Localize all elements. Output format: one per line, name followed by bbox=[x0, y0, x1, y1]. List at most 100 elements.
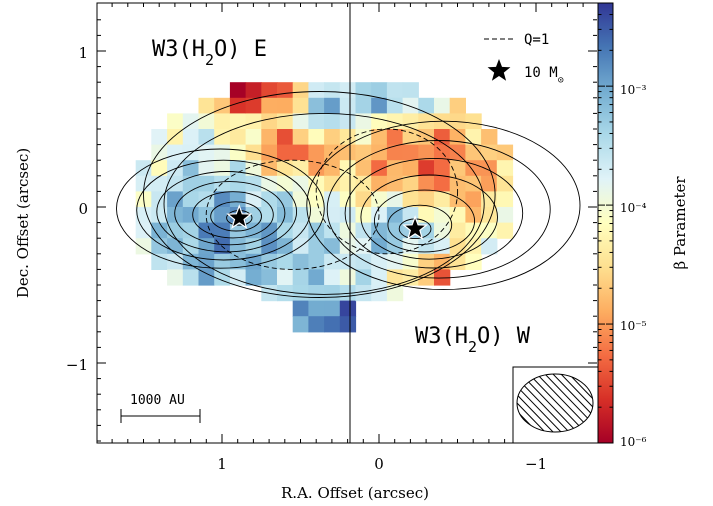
heatmap-cell bbox=[324, 144, 341, 161]
heatmap-cell bbox=[418, 144, 435, 161]
heatmap-cell bbox=[214, 129, 231, 146]
heatmap-cell bbox=[167, 144, 184, 161]
heatmap-cell bbox=[418, 175, 435, 192]
heatmap-cell bbox=[402, 129, 419, 146]
heatmap-cell bbox=[151, 160, 168, 177]
heatmap-cell bbox=[277, 82, 294, 99]
contour-line bbox=[387, 204, 453, 246]
heatmap-cell bbox=[261, 191, 278, 208]
heatmap-cell bbox=[261, 253, 278, 270]
heatmap-cell bbox=[182, 191, 200, 208]
contour-line bbox=[163, 112, 485, 295]
heatmap-cell bbox=[324, 269, 341, 286]
x-tick-label: 1 bbox=[217, 455, 227, 473]
heatmap-cell bbox=[308, 316, 325, 333]
star-marker-east bbox=[226, 204, 253, 229]
heatmap-cell bbox=[308, 160, 325, 177]
heatmap-cell bbox=[167, 113, 184, 130]
heatmap-cell bbox=[496, 160, 514, 177]
heatmap-cell bbox=[386, 82, 404, 99]
heatmap-cell bbox=[434, 175, 451, 192]
contour-line bbox=[360, 174, 498, 260]
heatmap-cell bbox=[465, 253, 482, 270]
heatmap-cell bbox=[324, 97, 341, 114]
heatmap-cell bbox=[355, 269, 372, 286]
heatmap-cell bbox=[355, 191, 372, 208]
heatmap-cell bbox=[324, 160, 341, 177]
heatmap-cell bbox=[182, 129, 200, 146]
heatmap-cell bbox=[198, 238, 215, 255]
heatmap-cell bbox=[277, 222, 294, 239]
heatmap-cell bbox=[277, 160, 294, 177]
heatmap-cell bbox=[371, 97, 388, 114]
heatmap-cell bbox=[418, 97, 435, 114]
heatmap-cell bbox=[135, 175, 152, 192]
heatmap-cell bbox=[151, 207, 168, 224]
heatmap-cell bbox=[182, 207, 200, 224]
heatmap-cell bbox=[292, 222, 309, 239]
heatmap-cell bbox=[198, 269, 215, 286]
colorbar-label: β Parameter bbox=[671, 176, 689, 270]
heatmap-cell bbox=[386, 97, 404, 114]
heatmap-cell bbox=[198, 253, 215, 270]
heatmap-cell bbox=[371, 129, 388, 146]
heatmap-cell bbox=[167, 175, 184, 192]
y-tick-label: 1 bbox=[78, 44, 88, 62]
heatmap-cell bbox=[198, 129, 215, 146]
heatmap-cell bbox=[339, 144, 357, 161]
heatmap-cell bbox=[292, 253, 309, 270]
heatmap-cell bbox=[371, 113, 388, 130]
heatmap-cell bbox=[449, 222, 466, 239]
legend-q-label: Q=1 bbox=[524, 32, 549, 48]
heatmap-cell bbox=[229, 113, 247, 130]
contour-line bbox=[174, 181, 286, 246]
heatmap-cell bbox=[151, 238, 168, 255]
x-tick-label: 0 bbox=[374, 455, 384, 473]
heatmap-cell bbox=[229, 191, 247, 208]
heatmap-cell bbox=[229, 82, 247, 99]
heatmap-cell bbox=[324, 253, 341, 270]
x-axis-label: R.A. Offset (arcsec) bbox=[281, 484, 429, 502]
heatmap-cell bbox=[277, 191, 294, 208]
heatmap-cell bbox=[339, 238, 357, 255]
heatmap-cell bbox=[292, 144, 309, 161]
heatmap-cell bbox=[245, 207, 262, 224]
heatmap-cell bbox=[277, 285, 294, 302]
heatmap-cell bbox=[245, 129, 262, 146]
contour-line bbox=[192, 191, 274, 239]
heatmap-cell bbox=[481, 222, 498, 239]
heatmap-cell bbox=[418, 238, 435, 255]
heatmap-cell bbox=[277, 175, 294, 192]
heatmap-cell bbox=[339, 207, 357, 224]
heatmap-cell bbox=[277, 129, 294, 146]
heatmap-cell bbox=[355, 222, 372, 239]
y-tick-labels: 1 0 −1 bbox=[66, 44, 88, 374]
heatmap-cell bbox=[481, 191, 498, 208]
heatmap-cell bbox=[434, 269, 451, 286]
colorbar-tick-label: 10⁻³ bbox=[620, 83, 647, 97]
heatmap-cell bbox=[151, 222, 168, 239]
heatmap-cell bbox=[261, 207, 278, 224]
heatmap-cell bbox=[339, 269, 357, 286]
heatmap-cell bbox=[308, 207, 325, 224]
heatmap-cell bbox=[308, 82, 325, 99]
heatmap-cell bbox=[261, 97, 278, 114]
heatmap-cell bbox=[308, 97, 325, 114]
heatmap-cell bbox=[339, 129, 357, 146]
heatmap-cell bbox=[339, 82, 357, 99]
y-axis-label: Dec. Offset (arcsec) bbox=[14, 148, 32, 298]
heatmap-cell bbox=[292, 160, 309, 177]
heatmap-cell bbox=[151, 129, 168, 146]
heatmap-cell bbox=[496, 191, 514, 208]
legend: Q=1 10 M⊙ bbox=[484, 32, 564, 86]
heatmap-cell bbox=[292, 97, 309, 114]
heatmap-cell bbox=[496, 144, 514, 161]
heatmap-cell bbox=[308, 285, 325, 302]
heatmap-cell bbox=[214, 97, 231, 114]
heatmap-cell bbox=[292, 269, 309, 286]
heatmap-cell bbox=[371, 160, 388, 177]
heatmap-cell bbox=[214, 144, 231, 161]
heatmap-cell bbox=[245, 269, 262, 286]
heatmap-cell bbox=[167, 129, 184, 146]
